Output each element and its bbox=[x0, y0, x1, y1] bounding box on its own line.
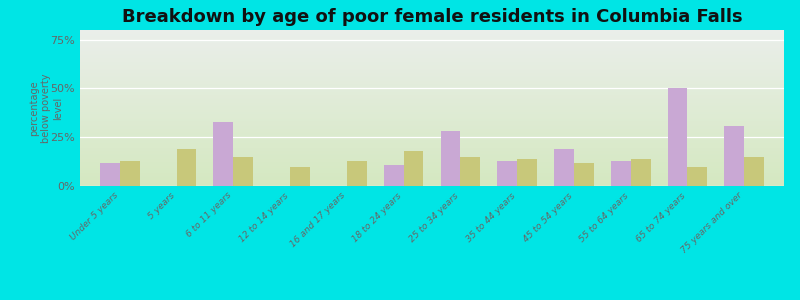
Bar bbox=[724, 125, 744, 186]
Bar bbox=[100, 163, 120, 186]
Bar bbox=[498, 161, 517, 186]
Bar bbox=[630, 159, 650, 186]
Bar bbox=[120, 161, 140, 186]
Title: Breakdown by age of poor female residents in Columbia Falls: Breakdown by age of poor female resident… bbox=[122, 8, 742, 26]
Bar bbox=[404, 151, 423, 186]
Bar bbox=[347, 161, 366, 186]
Bar bbox=[290, 167, 310, 186]
Bar bbox=[574, 163, 594, 186]
Bar bbox=[668, 88, 687, 186]
Bar bbox=[517, 159, 537, 186]
Bar bbox=[441, 131, 460, 186]
Bar bbox=[384, 164, 404, 186]
Y-axis label: percentage
below poverty
level: percentage below poverty level bbox=[30, 73, 63, 143]
Bar bbox=[611, 161, 630, 186]
Bar bbox=[554, 149, 574, 186]
Bar bbox=[687, 167, 707, 186]
Bar bbox=[460, 157, 480, 186]
Bar bbox=[744, 157, 764, 186]
Bar bbox=[214, 122, 234, 186]
Bar bbox=[177, 149, 196, 186]
Bar bbox=[234, 157, 253, 186]
